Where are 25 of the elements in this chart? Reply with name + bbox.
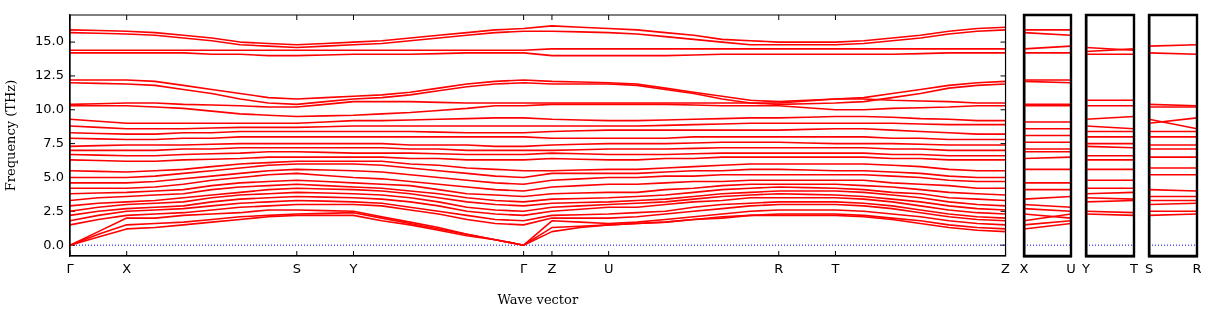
y-tick-label: 0.0 [43,236,64,252]
x-tick-label: Γ [66,261,75,277]
y-axis-title: Frequency (THz) [3,79,19,192]
x-tick-label: T [830,261,840,277]
x-tick-label: T [1129,261,1139,277]
x-tick-label: U [1066,261,1076,277]
y-tick-label: 12.5 [35,67,64,83]
x-tick-label: R [1192,261,1202,277]
x-tick-label: R [774,261,784,277]
x-tick-label: Γ [519,261,528,277]
x-tick-label: Z [1001,261,1011,277]
y-tick-label: 15.0 [35,33,64,49]
x-tick-label: X [122,261,132,277]
y-tick-label: 7.5 [43,135,64,150]
y-tick-label: 5.0 [43,168,64,184]
x-axis-title: Wave vector [497,291,579,307]
x-tick-label: Y [1081,261,1091,277]
x-tick-label: U [603,261,614,277]
x-tick-label: S [1144,261,1154,277]
x-tick-label: Z [547,261,557,277]
y-tick-label: 2.5 [43,202,64,218]
y-tick-label: 10.0 [35,101,64,117]
x-tick-label: Y [348,261,358,277]
x-tick-label: X [1019,261,1029,277]
x-tick-label: S [292,261,301,277]
